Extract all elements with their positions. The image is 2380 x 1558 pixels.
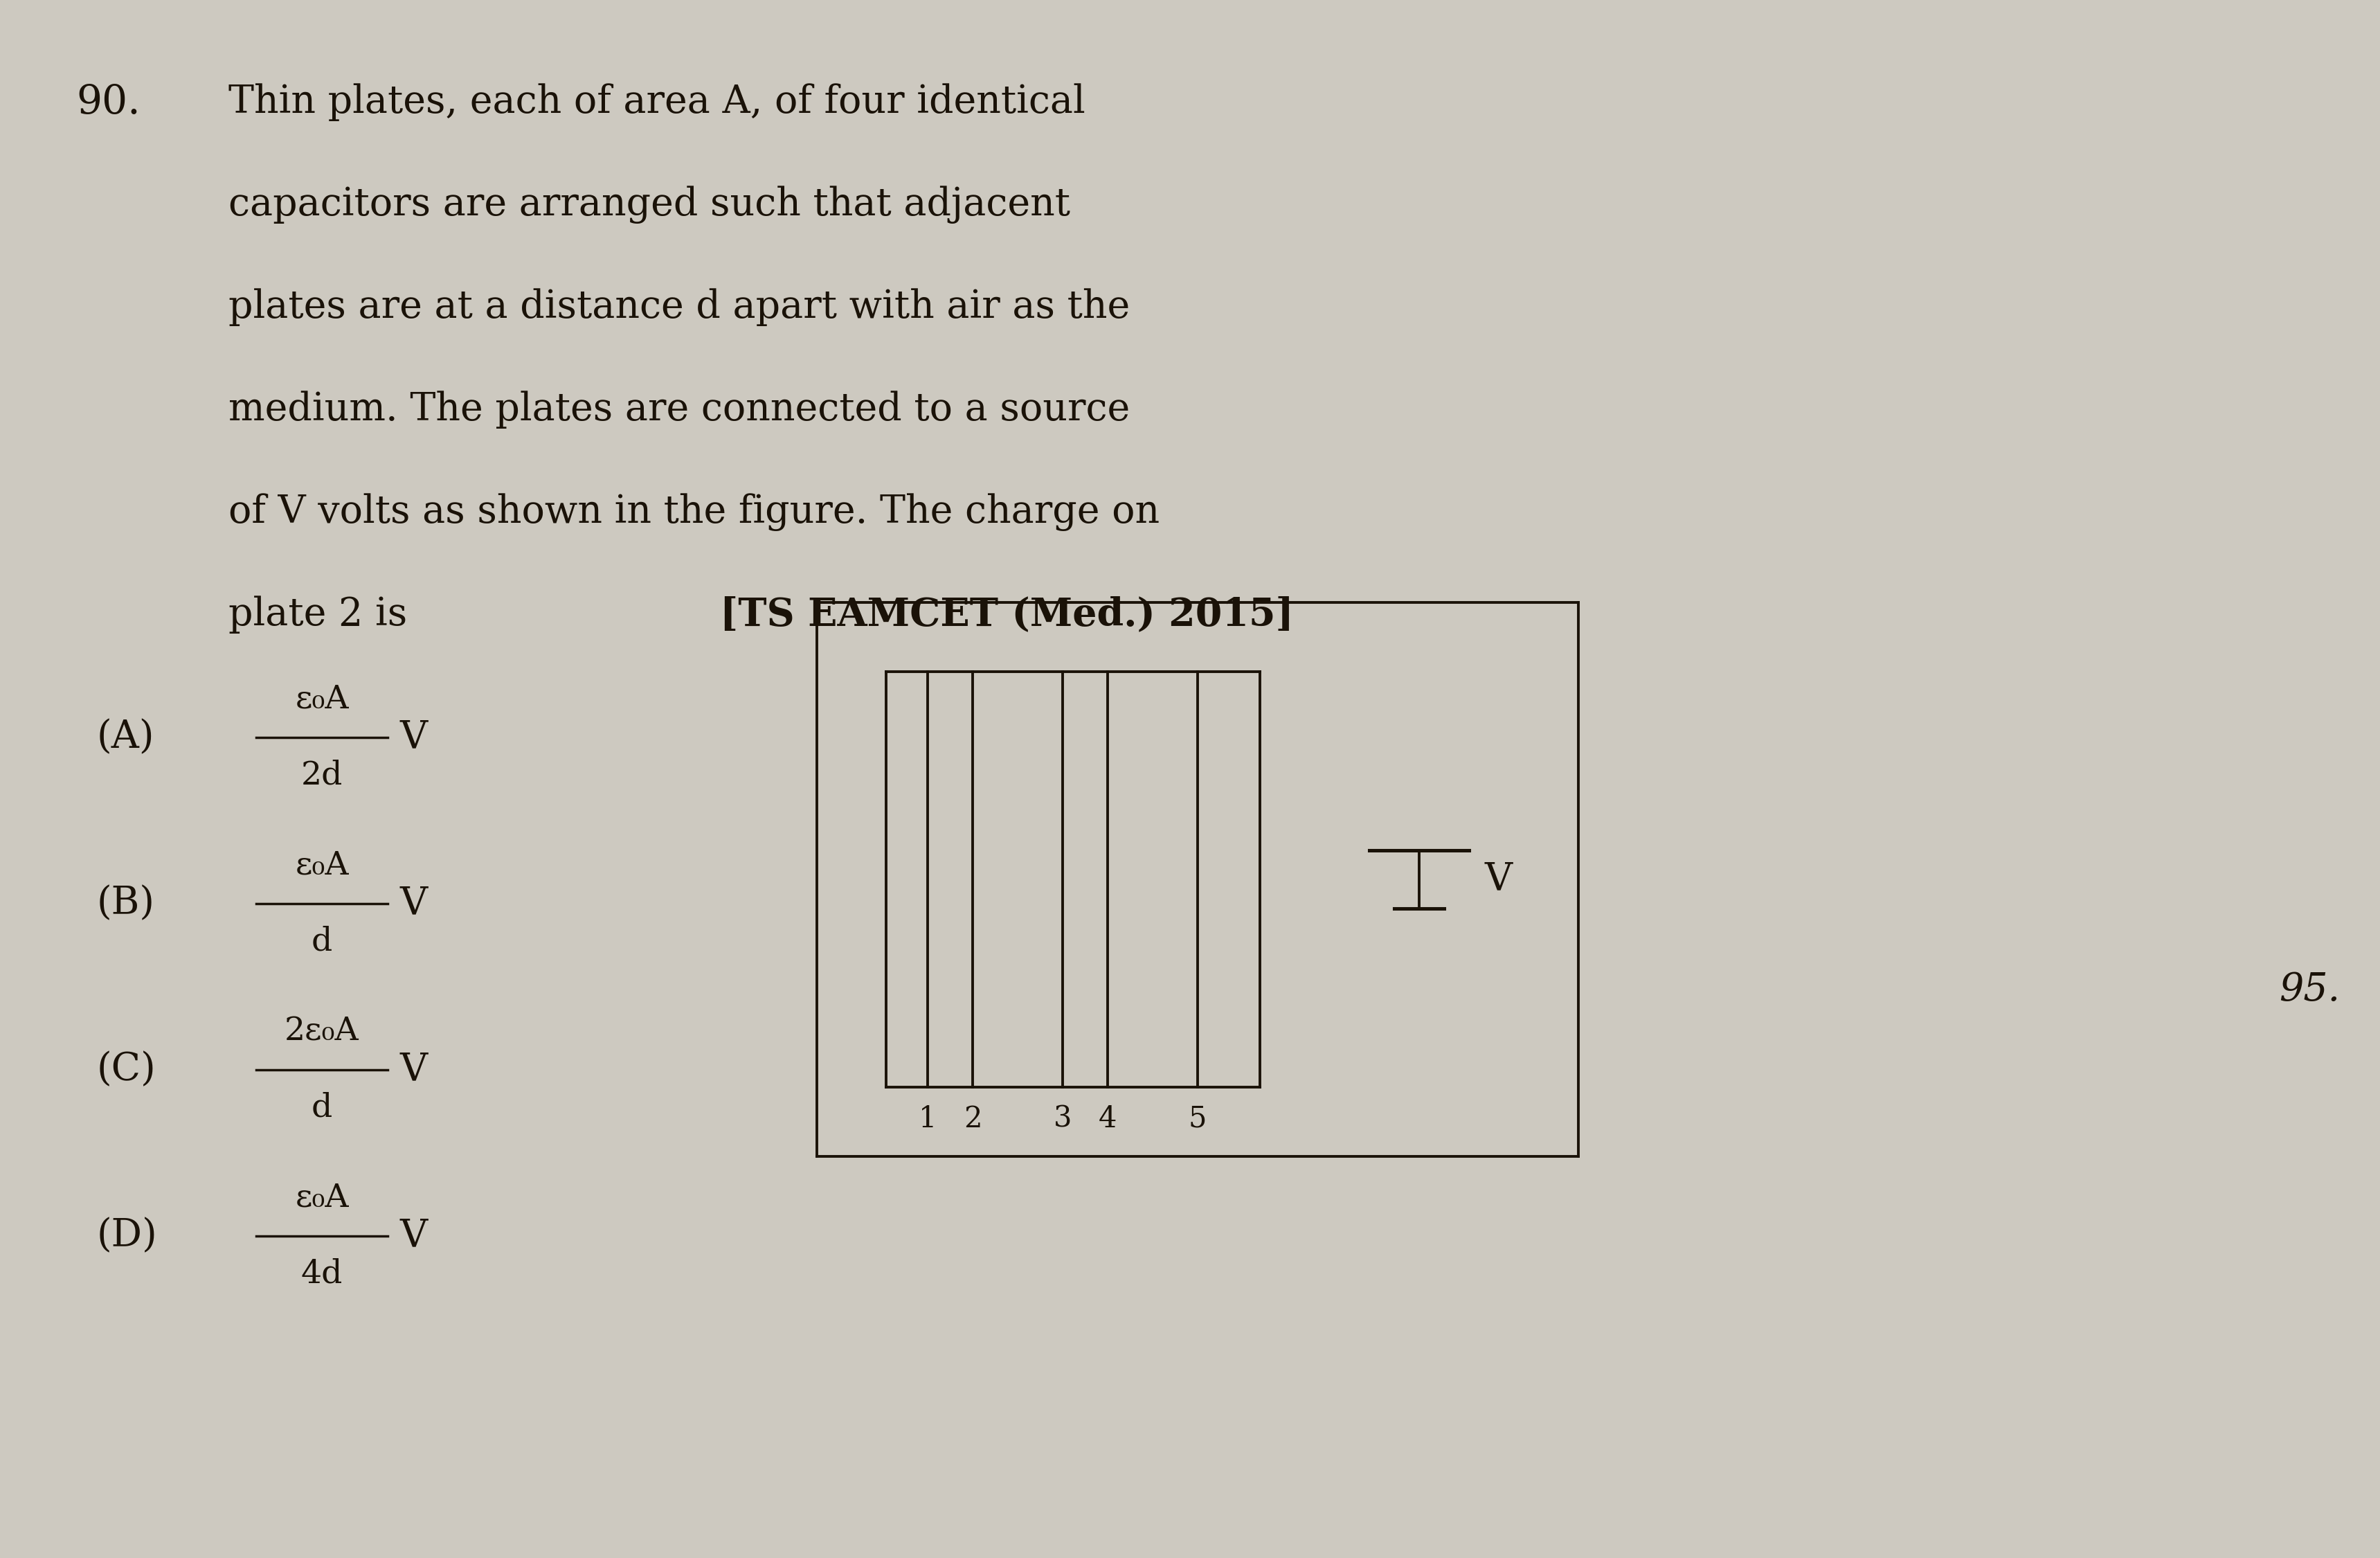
Text: [TS EAMCET (Med.) 2015]: [TS EAMCET (Med.) 2015] [721, 595, 1295, 634]
Text: 2: 2 [964, 1105, 983, 1134]
Text: d: d [312, 925, 333, 958]
Text: ε₀A: ε₀A [295, 849, 350, 882]
Text: of V volts as shown in the figure. The charge on: of V volts as shown in the figure. The c… [228, 492, 1159, 531]
Text: 5: 5 [1188, 1105, 1207, 1134]
Text: d: d [312, 1092, 333, 1123]
Text: (D): (D) [98, 1217, 157, 1254]
Text: V: V [1485, 860, 1514, 899]
Text: (C): (C) [98, 1052, 157, 1089]
Text: 1: 1 [919, 1105, 938, 1134]
Text: 4: 4 [1100, 1105, 1116, 1134]
Text: 90.: 90. [76, 83, 140, 122]
Text: 3: 3 [1054, 1105, 1071, 1134]
Text: 4d: 4d [300, 1259, 343, 1290]
Text: 2ε₀A: 2ε₀A [286, 1016, 359, 1047]
Text: V: V [400, 885, 428, 922]
Text: medium. The plates are connected to a source: medium. The plates are connected to a so… [228, 391, 1130, 428]
Text: V: V [400, 718, 428, 756]
Text: ε₀A: ε₀A [295, 1183, 350, 1214]
Text: 95.: 95. [2278, 971, 2340, 1010]
Text: capacitors are arranged such that adjacent: capacitors are arranged such that adjace… [228, 185, 1071, 223]
Text: V: V [400, 1217, 428, 1254]
Text: (A): (A) [98, 718, 155, 756]
Text: (B): (B) [98, 885, 155, 922]
Text: plates are at a distance d apart with air as the: plates are at a distance d apart with ai… [228, 288, 1130, 326]
Text: 2d: 2d [300, 760, 343, 791]
Text: Thin plates, each of area A, of four identical: Thin plates, each of area A, of four ide… [228, 83, 1085, 122]
Text: V: V [400, 1052, 428, 1089]
Text: ε₀A: ε₀A [295, 684, 350, 715]
Text: plate 2 is: plate 2 is [228, 595, 407, 634]
